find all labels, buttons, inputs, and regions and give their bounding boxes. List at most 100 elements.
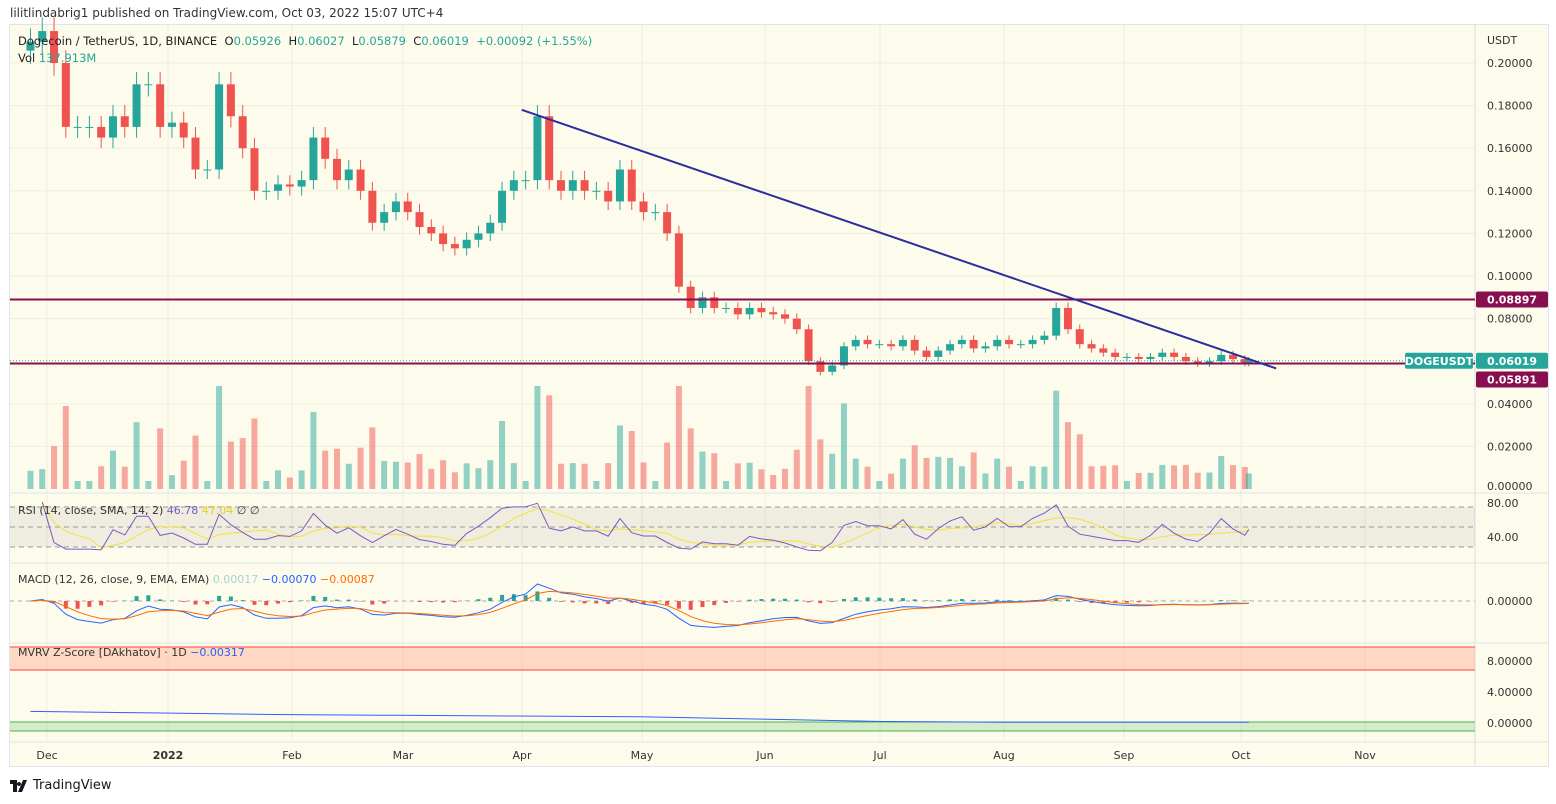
candle-body (898, 339, 907, 347)
candle-body (380, 212, 389, 223)
volume-bar (1230, 465, 1237, 489)
candle-body (1181, 356, 1190, 362)
candle-body (1040, 335, 1049, 340)
mvrv-overvalued-band (10, 647, 1475, 670)
macd-histogram-bar (853, 597, 858, 601)
candle-body (132, 84, 141, 127)
macd-histogram-bar (724, 601, 729, 603)
macd-value: −0.00070 (261, 573, 317, 586)
candle-body (415, 212, 424, 228)
candle-body (615, 169, 624, 202)
volume-bar (499, 421, 506, 489)
candle-body (203, 169, 212, 171)
price-tick: 0.16000 (1487, 142, 1533, 155)
volume-bar (711, 453, 718, 489)
candle-body (604, 190, 613, 202)
tradingview-logo[interactable]: TradingView (10, 778, 112, 793)
macd-histogram-bar (476, 599, 481, 601)
candle-body (215, 84, 224, 170)
macd-histogram-bar (429, 601, 434, 603)
macd-histogram-bar (735, 601, 740, 602)
candle-body (639, 201, 648, 213)
volume-bar (782, 468, 789, 489)
macd-histogram-bar (912, 599, 917, 601)
candle-body (1111, 352, 1120, 357)
volume-bar (605, 463, 612, 489)
candle-body (839, 346, 848, 366)
candle-body (946, 344, 955, 351)
volume-bar (734, 463, 741, 489)
low-label: L (351, 34, 359, 48)
candle-body (321, 137, 330, 159)
price-tick: 0.10000 (1487, 270, 1533, 283)
rsi-label: RSI (14, close, SMA, 14, 2) (18, 504, 164, 517)
candle-body (1158, 352, 1167, 357)
macd-histogram-bar (99, 601, 104, 606)
macd-histogram-bar (959, 599, 964, 601)
candle-body (1099, 348, 1108, 353)
macd-histogram-bar (1077, 601, 1082, 602)
volume-bar (392, 461, 399, 489)
candle-body (875, 344, 884, 346)
macd-label: MACD (12, 26, close, 9, EMA, EMA) (18, 573, 210, 586)
candle-body (1229, 354, 1238, 360)
macd-histogram-bar (783, 598, 788, 601)
volume-bar (829, 453, 836, 489)
candle-body (993, 339, 1002, 347)
macd-histogram-bar (830, 601, 835, 602)
volume-bar (1053, 390, 1060, 489)
rsi-legend[interactable]: RSI (14, close, SMA, 14, 2) 46.78 47.04 … (18, 504, 259, 517)
candle-body (450, 244, 459, 249)
macd-histogram-bar (641, 601, 646, 604)
macd-histogram-bar (582, 601, 587, 604)
volume-bar (475, 468, 482, 489)
symbol-badge: DOGEUSDT (1405, 355, 1474, 368)
volume-bar (1171, 465, 1178, 489)
candle-body (1146, 356, 1155, 360)
mvrv-legend[interactable]: MVRV Z-Score [DAkhatov] · 1D −0.00317 (18, 646, 245, 659)
volume-bar (357, 447, 364, 489)
time-tick: Nov (1354, 749, 1376, 762)
candle-body (120, 116, 129, 127)
volume-bar (440, 460, 447, 489)
candle-body (663, 212, 672, 234)
volume-bar (369, 427, 376, 489)
volume-bar (876, 481, 883, 489)
candle-body (486, 222, 495, 234)
candle-body (1244, 360, 1253, 363)
volume-bar (145, 481, 152, 489)
volume-bar (381, 461, 388, 489)
symbol-name[interactable]: Dogecoin / TetherUS, 1D, BINANCE (18, 34, 218, 48)
mvrv-undervalued-band (10, 722, 1475, 731)
candle-body (238, 116, 247, 149)
macd-histogram-bar (87, 601, 92, 607)
volume-bar (463, 463, 470, 489)
candle-body (969, 339, 978, 349)
volume-bar (935, 456, 942, 489)
macd-histogram-bar (606, 601, 611, 605)
mvrv-label: MVRV Z-Score [DAkhatov] · 1D (18, 646, 187, 659)
macd-histogram-bar (924, 600, 929, 601)
volume-bar (1135, 472, 1142, 489)
macd-histogram-bar (264, 601, 269, 606)
mvrv-tick: 4.00000 (1487, 686, 1533, 699)
candle-body (1016, 344, 1025, 346)
macd-histogram-bar (452, 601, 457, 603)
macd-histogram-bar (169, 600, 174, 601)
volume-bar (1147, 472, 1154, 489)
candle-body (851, 339, 860, 347)
volume-bar (1029, 466, 1036, 489)
candle-body (792, 318, 801, 330)
macd-histogram-bar (240, 600, 245, 601)
volume-bar (723, 481, 730, 489)
candle-body (1205, 361, 1214, 364)
volume-bar (62, 406, 69, 489)
macd-tick: 0.00000 (1487, 595, 1533, 608)
volume-bar (982, 473, 989, 489)
volume-bar (168, 475, 175, 489)
volume-bar (864, 466, 871, 489)
volume-bar (157, 428, 164, 489)
macd-legend[interactable]: MACD (12, 26, close, 9, EMA, EMA) 0.0001… (18, 573, 375, 586)
candle-body (309, 137, 318, 181)
